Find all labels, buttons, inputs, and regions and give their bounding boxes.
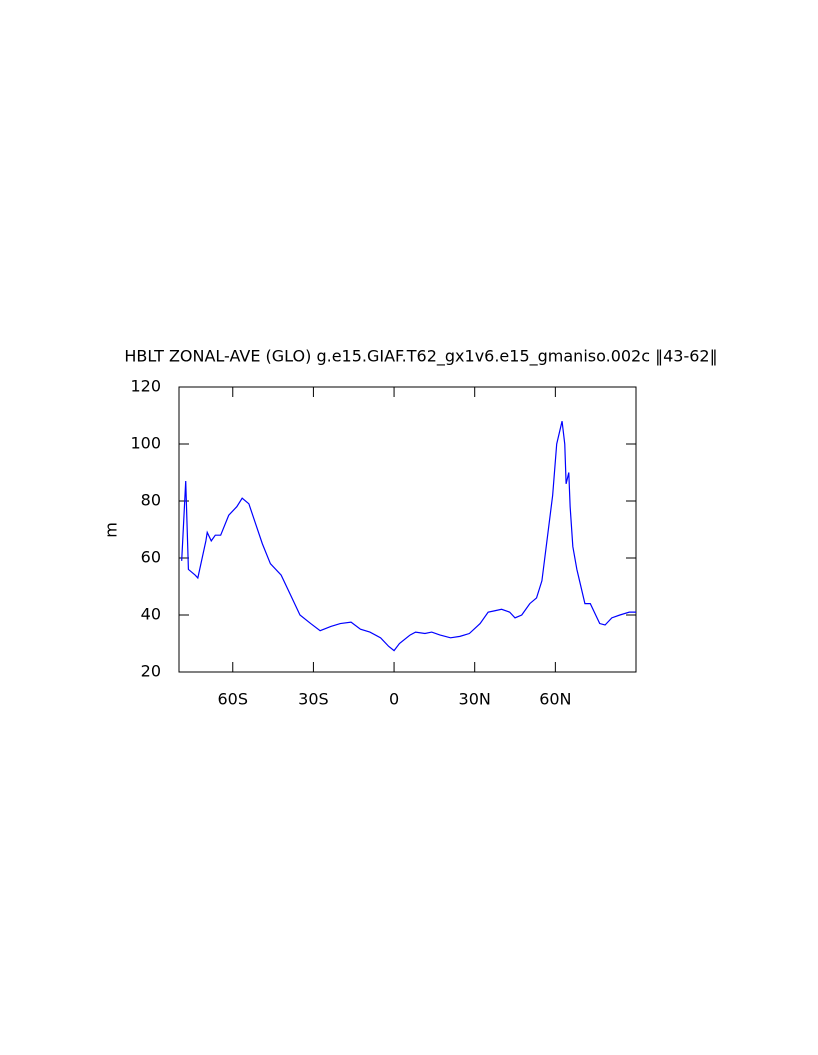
x-tick-label: 30N [459, 690, 491, 709]
y-tick-label: 120 [130, 377, 161, 396]
y-tick-label: 80 [141, 491, 161, 510]
data-line [181, 421, 636, 652]
y-tick-label: 20 [141, 662, 161, 681]
y-tick-label: 40 [141, 605, 161, 624]
y-tick-label: 60 [141, 548, 161, 567]
x-tick-label: 60S [218, 690, 249, 709]
y-axis-label: m [102, 522, 121, 538]
chart-title: HBLT ZONAL-AVE (GLO) g.e15.GIAF.T62_gx1v… [124, 347, 717, 367]
y-tick-label: 100 [130, 434, 161, 453]
x-tick-label: 0 [389, 690, 399, 709]
x-tick-label: 60N [539, 690, 571, 709]
x-tick-label: 30S [298, 690, 329, 709]
plot-frame [178, 386, 637, 673]
